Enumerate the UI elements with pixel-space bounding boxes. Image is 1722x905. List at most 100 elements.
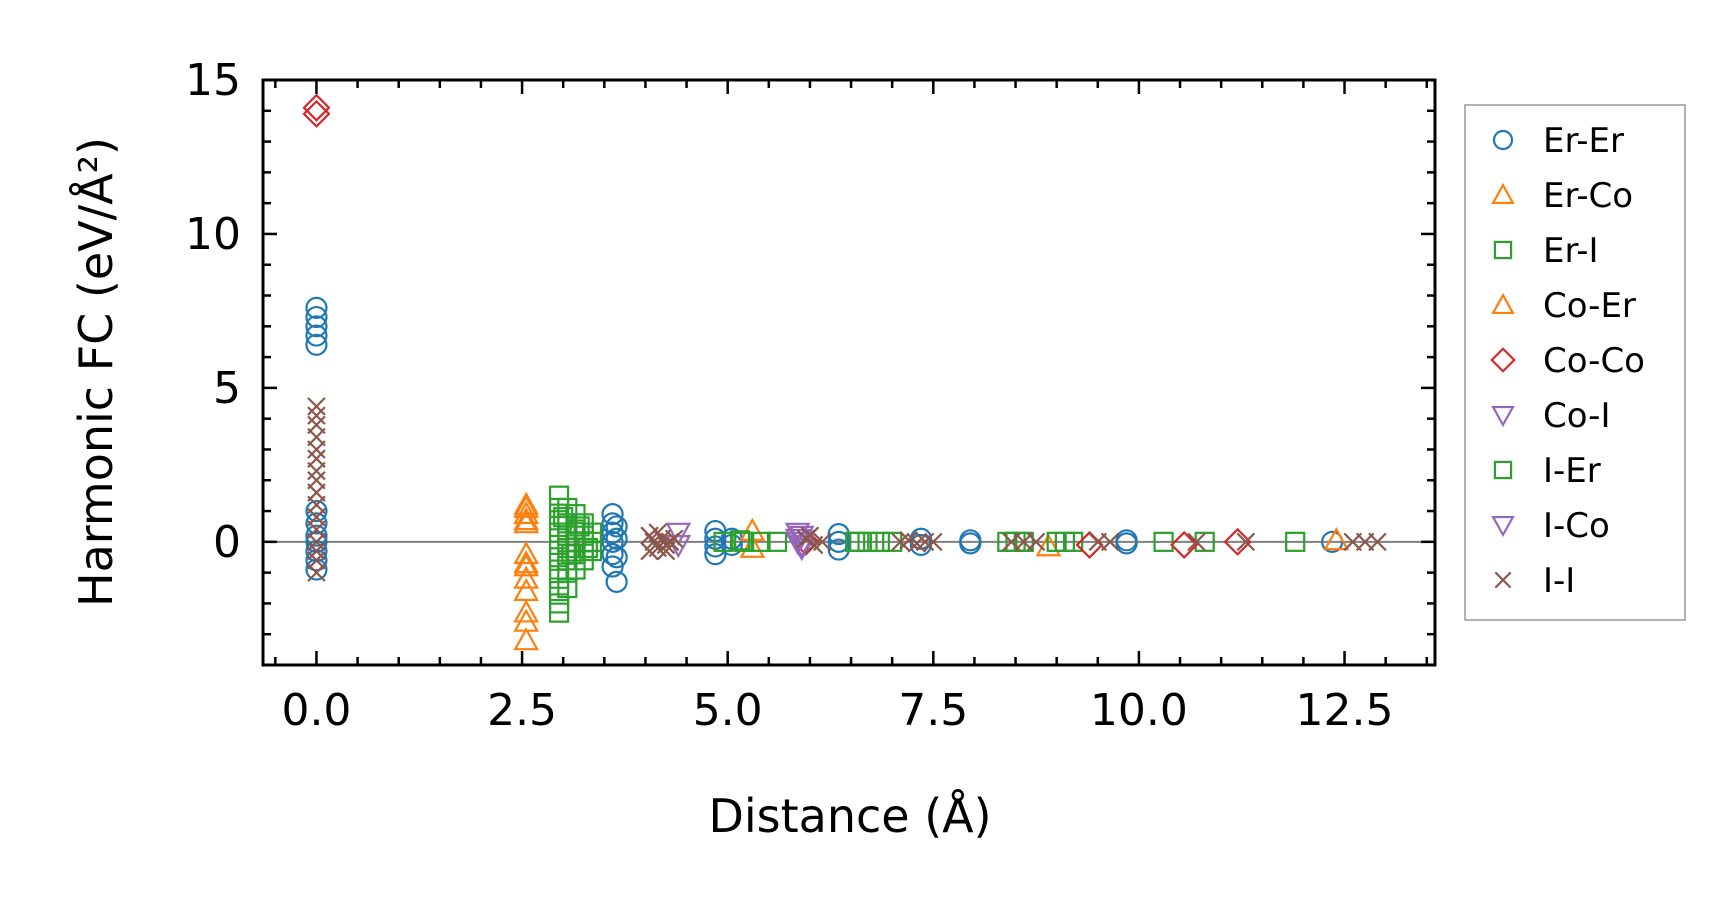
- y-tick-label: 15: [185, 55, 241, 106]
- data-point: [305, 333, 328, 356]
- legend-entry: I-Co: [1543, 506, 1610, 546]
- data-point: [739, 534, 766, 558]
- data-point: [1075, 530, 1104, 559]
- data-point: [307, 440, 326, 459]
- data-point: [1035, 533, 1062, 557]
- data-point: [305, 315, 328, 338]
- x-tick-label: 2.5: [487, 685, 557, 736]
- data-point: [305, 324, 328, 347]
- legend-marker: [1494, 571, 1512, 589]
- legend: Er-Er Er-Co Er-I Co-Er Co-Co Co-I I-Er I-Co I-I: [1464, 104, 1686, 621]
- data-point: [513, 540, 540, 565]
- data-point: [513, 565, 540, 589]
- legend-entry: Er-Co: [1543, 176, 1633, 216]
- x-axis: 0.0 2.5 5.0 7.5 10.0 12.5: [274, 80, 1429, 736]
- y-tick-label: 10: [185, 209, 241, 260]
- data-point: [305, 296, 328, 319]
- data-point: [307, 406, 326, 425]
- data-point: [581, 540, 603, 562]
- data-point: [1054, 531, 1075, 552]
- data-point: [1223, 527, 1252, 556]
- data-point: [1236, 532, 1256, 552]
- data-point: [601, 530, 624, 553]
- legend-entry: I-Er: [1543, 451, 1601, 491]
- data-point: [601, 512, 624, 535]
- data-point: [513, 510, 540, 534]
- legend-marker: [1491, 182, 1515, 205]
- data-point: [513, 550, 540, 574]
- x-tick-label: 7.5: [898, 685, 968, 736]
- legend-marker: [1491, 515, 1515, 538]
- data-point: [1170, 530, 1199, 559]
- data-point: [648, 523, 668, 542]
- data-point: [869, 531, 890, 552]
- data-point: [1187, 532, 1206, 552]
- data-point: [307, 563, 326, 582]
- data-point: [605, 546, 628, 569]
- data-point: [305, 499, 328, 523]
- x-tick-label: 5.0: [693, 685, 763, 736]
- data-point: [665, 522, 692, 546]
- data-point: [601, 521, 624, 544]
- data-point: [605, 570, 628, 593]
- plot-area: [261, 78, 1437, 667]
- data-point: [305, 524, 328, 547]
- data-point: [1115, 532, 1138, 555]
- data-point: [640, 541, 659, 561]
- data-point: [513, 507, 540, 531]
- data-point: [605, 515, 628, 538]
- x-tick-label: 0.0: [281, 685, 351, 736]
- data-point: [766, 531, 788, 552]
- legend-entry: I-I: [1543, 561, 1575, 601]
- legend-entry: Er-Er: [1543, 121, 1624, 161]
- legend-marker: [1493, 240, 1513, 260]
- legend-marker: [1492, 129, 1514, 151]
- data-point: [302, 99, 331, 128]
- data-point: [959, 532, 982, 555]
- data-point: [561, 544, 582, 565]
- legend-entry: Co-Co: [1543, 341, 1645, 381]
- data-point: [827, 530, 850, 553]
- data-point: [601, 543, 624, 566]
- data-point: [307, 541, 326, 561]
- legend-entry: Er-I: [1543, 231, 1599, 271]
- series-co-co: [302, 93, 1252, 559]
- y-axis-label: Harmonic FC (eV/Å²): [69, 137, 123, 607]
- data-point: [605, 527, 628, 550]
- y-axis: 0 5 10 15: [185, 55, 1435, 667]
- legend-entry: Co-I: [1543, 396, 1610, 436]
- legend-marker: [1491, 292, 1515, 315]
- data-point: [548, 602, 570, 623]
- series-er-er: [305, 296, 1344, 593]
- data-point: [307, 461, 326, 481]
- data-point: [907, 534, 927, 553]
- series-i-i: [307, 397, 1387, 582]
- data-point: [305, 512, 328, 535]
- data-point: [915, 532, 935, 552]
- data-point: [1368, 532, 1387, 552]
- series-i-co: [784, 528, 815, 562]
- legend-marker: [1493, 460, 1513, 480]
- data-point: [305, 305, 328, 329]
- data-point: [513, 500, 540, 525]
- data-point: [788, 538, 815, 562]
- data-point: [924, 532, 943, 552]
- x-tick-label: 10.0: [1090, 685, 1188, 736]
- data-point: [307, 397, 326, 416]
- data-point: [569, 516, 590, 537]
- data-point: [812, 532, 832, 552]
- data-point: [601, 503, 624, 526]
- data-point: [891, 532, 910, 552]
- data-point: [307, 532, 326, 552]
- data-point: [800, 526, 820, 545]
- x-tick-label: 12.5: [1296, 685, 1394, 736]
- plot-frame: [261, 78, 1437, 667]
- data-point: [734, 531, 755, 552]
- data-point: [513, 599, 540, 623]
- legend-marker: [1490, 347, 1516, 373]
- data-point: [1153, 531, 1174, 552]
- data-point: [750, 531, 771, 552]
- data-point: [729, 530, 751, 551]
- data-point: [302, 93, 331, 122]
